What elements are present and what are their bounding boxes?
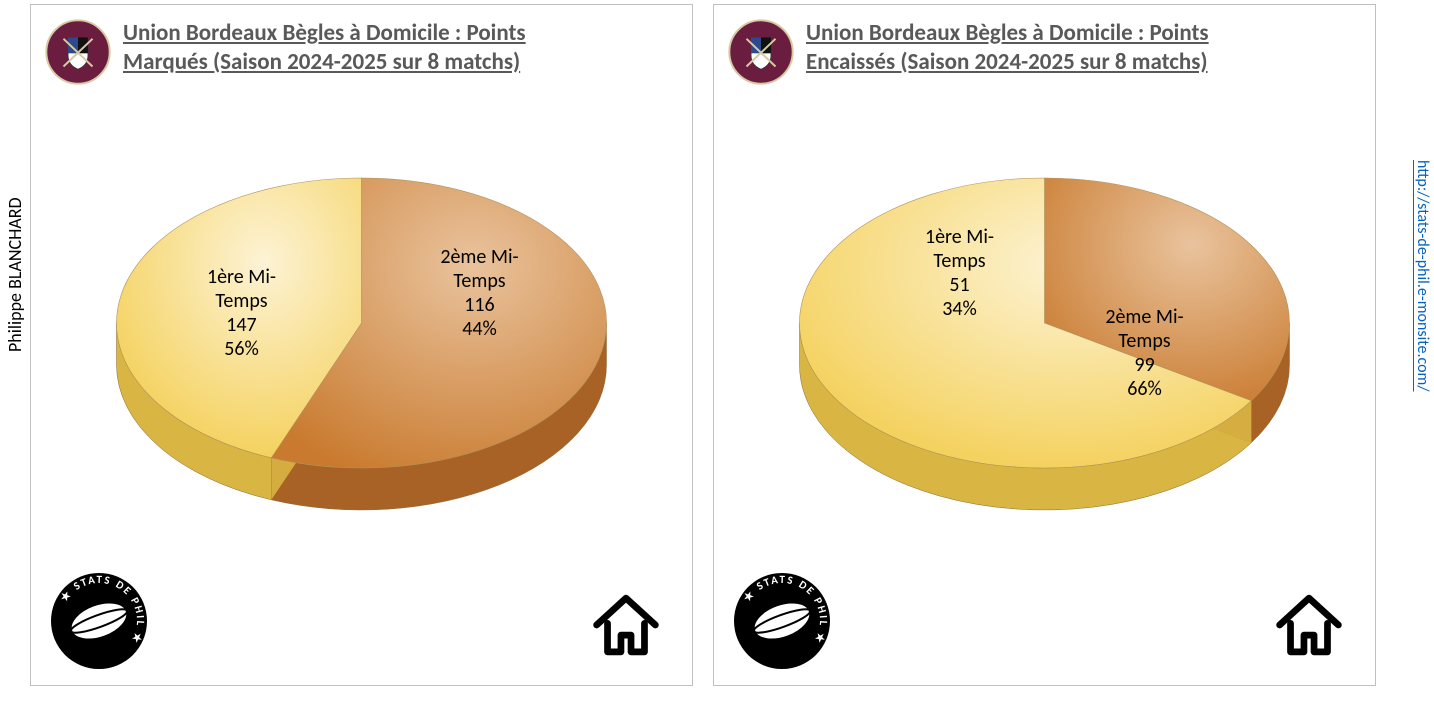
stats-de-phil-logo-icon: ★ STATS DE PHIL ★ (49, 571, 149, 671)
home-icon[interactable] (1267, 583, 1351, 667)
author-label: Philippe BLANCHARD (4, 197, 26, 352)
chart-container: Union Bordeaux Bègles à Domicile : Point… (0, 0, 1380, 690)
panel-points-conceded: Union Bordeaux Bègles à Domicile : Point… (713, 4, 1376, 686)
home-icon[interactable] (584, 583, 668, 667)
site-link[interactable]: http://stats-de-phil.e-monsite.com/ (1413, 160, 1432, 392)
panel-points-scored: Union Bordeaux Bègles à Domicile : Point… (30, 4, 693, 686)
panel-header: Union Bordeaux Bègles à Domicile : Point… (45, 19, 678, 85)
title-line1: Union Bordeaux Bègles à Domicile : Point… (806, 19, 1209, 47)
stats-de-phil-logo-icon: ★ STATS DE PHIL ★ (732, 571, 832, 671)
title-line2: Encaissés (Saison 2024-2025 sur 8 matchs… (806, 48, 1208, 76)
team-logo-icon (728, 19, 794, 85)
panel-title: Union Bordeaux Bègles à Domicile : Point… (123, 19, 526, 77)
panel-title: Union Bordeaux Bègles à Domicile : Point… (806, 19, 1209, 77)
pie-chart-scored: 1ère Mi-Temps14756%2ème Mi-Temps11644% (45, 113, 678, 543)
title-line1: Union Bordeaux Bègles à Domicile : Point… (123, 19, 526, 47)
pie-chart-conceded: 1ère Mi-Temps5134%2ème Mi-Temps9966% (728, 113, 1361, 543)
title-line2: Marqués (Saison 2024-2025 sur 8 matchs) (123, 48, 520, 76)
team-logo-icon (45, 19, 111, 85)
panel-header: Union Bordeaux Bègles à Domicile : Point… (728, 19, 1361, 85)
